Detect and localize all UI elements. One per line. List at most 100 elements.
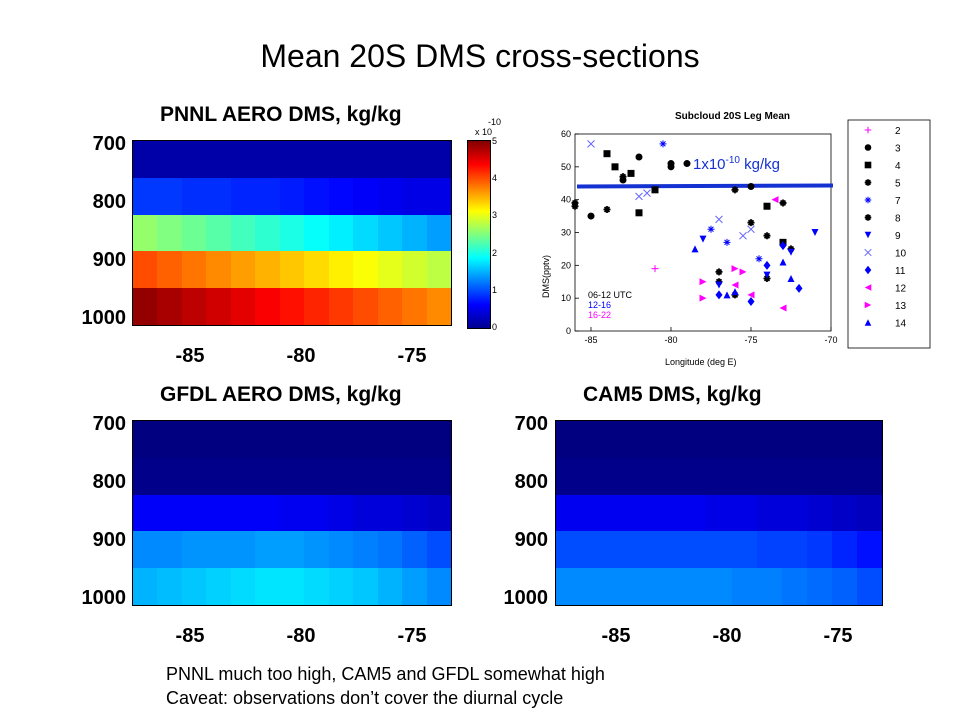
colorbar-multiplier: x 10 [475,127,493,137]
pnnl-heat-cell [181,214,207,252]
pnnl-heat-cell [133,288,158,325]
gfdl-heat-cell [353,421,378,458]
pnnl-heat-cell [304,177,329,215]
gfdl-ytick-800: 800 [92,471,126,493]
gfdl-heat-cell [255,494,280,532]
legend-marker-12 [864,284,872,291]
gfdl-heat-cell [426,531,452,569]
scatter-point-series-3 [635,153,643,161]
gfdl-heat-cell [133,494,158,532]
pnnl-heat-cell [157,214,182,252]
scatter-point-series-10 [643,189,651,197]
pnnl-heat-cell [353,214,378,252]
scatter-point-series-13 [699,278,707,286]
scatter-point-series-14 [787,274,795,282]
cam5-heat-cell [606,494,632,532]
scatter-title: Subcloud 20S Leg Mean [675,111,790,122]
cam5-heat-cell [606,531,632,569]
pnnl-heat-cell [328,141,354,178]
gfdl-heat-cell [328,531,354,569]
cam5-heat-cell [806,421,832,458]
gfdl-heat-cell [157,457,182,495]
pnnl-heat-cell [230,288,256,325]
cam5-heat-cell [831,421,857,458]
pnnl-heat-cell [133,251,158,289]
gfdl-heat-cell [230,421,256,458]
gfdl-heat-cell [426,457,452,495]
cam5-heat-cell [556,457,582,495]
pnnl-heat-cell [377,214,403,252]
pnnl-heat-cell [426,251,452,289]
colorbar-exponent: -10 [488,117,502,127]
cam5-heat-cell [606,457,632,495]
cam5-heat-cell [681,531,707,569]
cam5-heat-cell [831,457,857,495]
cam5-heat-cell [706,421,732,458]
pnnl-heat-row [133,251,452,289]
cam5-heat-row [556,568,883,605]
scatter-point-series-14 [779,258,787,266]
scatter-point-series-14 [731,288,739,296]
gfdl-heat-cell [279,421,305,458]
gfdl-heat-cell [353,531,378,569]
scatter-point-series-10 [747,225,755,234]
gfdl-heat-cell [377,494,403,532]
colorbar [467,140,491,329]
gfdl-ytick-900: 900 [92,529,126,551]
cam5-heat-cell [581,531,607,569]
gfdl-heat-cell [353,568,378,605]
scatter-point-series-12 [771,196,779,204]
pnnl-heat-cell [255,214,280,252]
slide-title: Mean 20S DMS cross-sections [260,38,700,74]
cam5-heat-cell [756,494,782,532]
pnnl-heat-cell [279,288,305,325]
pnnl-heat-cell [328,251,354,289]
gfdl-heat-cell [279,568,305,605]
gfdl-heat-row [133,531,452,569]
cam5-heat-cell [831,568,857,605]
legend-marker-4 [864,161,872,169]
gfdl-heat-cell [181,568,207,605]
cam5-heat-cell [781,531,807,569]
legend-label-2: 2 [895,126,901,137]
scatter-point-series-11 [795,283,803,293]
cam5-heat-cell [706,531,732,569]
scatter-point-series-10 [635,192,643,201]
gfdl-heat-cell [402,531,427,569]
colorbar-tick-2: 2 [492,248,498,258]
cam5-heat-cell [556,568,582,605]
gfdl-panel-title: GFDL AERO DMS, kg/kg [160,383,402,406]
gfdl-heat-cell [206,421,231,458]
cam5-heat-cell [656,494,682,532]
legend-label-3: 3 [895,144,901,155]
gfdl-heat-cell [304,494,329,532]
cam5-heat-cell [706,494,732,532]
legend-label-10: 10 [895,249,907,260]
pnnl-heat-cell [304,141,329,178]
legend-label-5: 5 [895,179,901,190]
pnnl-heat-cell [181,141,207,178]
scatter-point-series-11 [747,296,755,306]
pnnl-heat-cell [279,251,305,289]
gfdl-heat-cell [206,568,231,605]
cam5-heat-cell [631,494,657,532]
pnnl-heat-cell [206,141,231,178]
cam5-heat-cell [656,457,682,495]
legend-marker-13 [864,301,872,309]
pnnl-heat-row [133,141,452,178]
pnnl-heat-cell [353,141,378,178]
cam5-heat-cell [681,494,707,532]
cam5-heat-cell [806,531,832,569]
pnnl-heat-cell [402,141,427,178]
gfdl-heat-cell [353,457,378,495]
gfdl-heat-cell [279,494,305,532]
pnnl-heat-cell [279,214,305,252]
pnnl-heat-cell [353,288,378,325]
gfdl-heat-cell [402,494,427,532]
scatter-point-series-3 [747,183,755,191]
scatter-point-series-9 [715,281,723,289]
cam5-heat-cell [631,531,657,569]
cam5-heat-row [556,494,883,532]
legend-marker-5 [864,179,872,186]
gfdl-heat-row [133,457,452,495]
